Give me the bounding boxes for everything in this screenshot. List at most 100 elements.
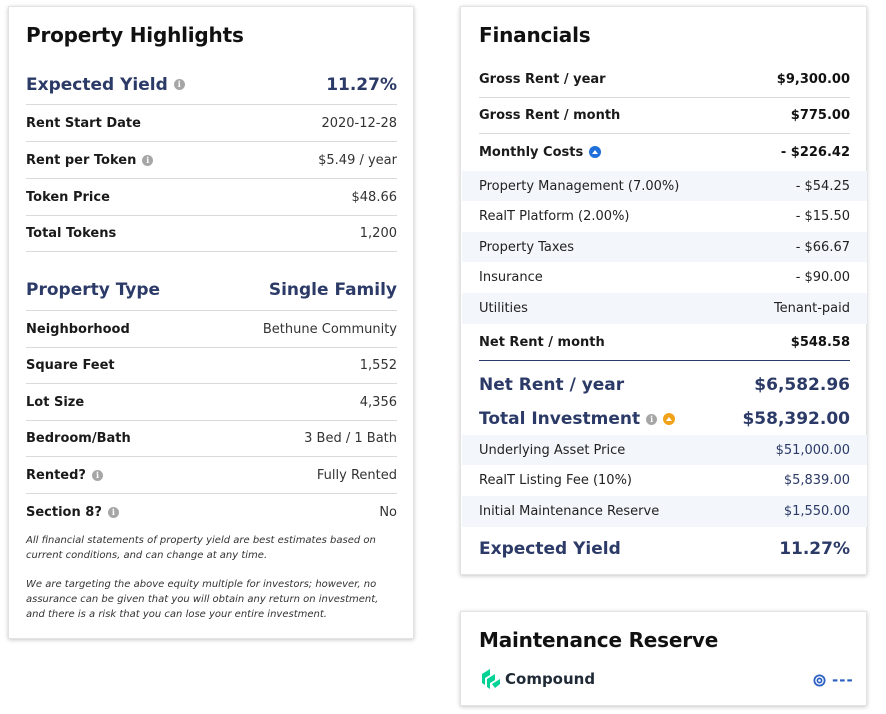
property-type-label: Property Type xyxy=(26,280,161,300)
row-label: Lot Size xyxy=(26,394,85,410)
total-tokens-row: Total Tokens 1,200 xyxy=(26,216,397,252)
rent-start-date-row: Rent Start Date 2020-12-28 xyxy=(26,106,397,142)
lot-size-row: Lot Size 4,356 xyxy=(26,384,397,421)
row-label: Rented? xyxy=(26,467,86,483)
bedroom-bath-row: Bedroom/Bath 3 Bed / 1 Bath xyxy=(26,421,397,457)
net-rent-year-row: Net Rent / year $6,582.96 xyxy=(479,369,850,401)
collapse-toggle-icon[interactable] xyxy=(589,146,602,158)
property-type-value: Single Family xyxy=(268,280,397,300)
cost-item-row: RealT Platform (2.00%) - $15.50 xyxy=(462,201,867,232)
reserve-balance: --- xyxy=(813,671,854,689)
row-value: $5.49 / year xyxy=(318,153,397,168)
cost-item-row: Property Taxes - $66.67 xyxy=(462,232,867,262)
row-label: Gross Rent / year xyxy=(479,72,606,87)
token-price-row: Token Price $48.66 xyxy=(26,179,397,216)
financials-title: Financials xyxy=(479,23,591,47)
collapse-toggle-icon[interactable] xyxy=(663,413,676,425)
cost-item-row: Property Management (7.00%) - $54.25 xyxy=(462,171,867,201)
row-value: - $54.25 xyxy=(795,178,850,194)
row-label: RealT Platform (2.00%) xyxy=(479,209,630,224)
row-label: Expected Yield xyxy=(479,539,621,559)
property-type-row: Property Type Single Family xyxy=(26,270,397,311)
row-value: $548.58 xyxy=(790,335,850,350)
row-value: - $90.00 xyxy=(795,270,850,285)
row-label: Monthly Costs xyxy=(479,144,584,160)
row-value: 4,356 xyxy=(359,394,397,410)
financials-card: Financials Gross Rent / year $9,300.00 G… xyxy=(460,6,867,575)
row-value: $775.00 xyxy=(790,108,850,123)
investment-item-row: RealT Listing Fee (10%) $5,839.00 xyxy=(462,465,867,496)
reserve-balance-value: --- xyxy=(832,671,854,689)
row-label: Neighborhood xyxy=(26,321,130,337)
row-label: Underlying Asset Price xyxy=(479,442,626,458)
net-rent-month-row: Net Rent / month $548.58 xyxy=(479,325,850,360)
row-label: Total Tokens xyxy=(26,226,117,241)
row-label: Token Price xyxy=(26,189,110,205)
row-label: Section 8? xyxy=(26,504,102,520)
row-value: $5,839.00 xyxy=(783,473,850,488)
cost-item-row: Insurance - $90.00 xyxy=(462,262,867,293)
row-value: - $226.42 xyxy=(780,144,850,160)
neighborhood-row: Neighborhood Bethune Community xyxy=(26,311,397,348)
row-value: Fully Rented xyxy=(316,467,397,483)
row-value: Tenant-paid xyxy=(773,301,850,316)
row-value: 11.27% xyxy=(779,539,850,559)
total-investment-row[interactable]: Total Investment i $58,392.00 xyxy=(479,403,850,435)
rented-row: Rented? i Fully Rented xyxy=(26,457,397,494)
compound-logo-icon xyxy=(482,669,500,689)
row-label: Property Management (7.00%) xyxy=(479,178,680,194)
investment-item-row: Underlying Asset Price $51,000.00 xyxy=(462,435,867,465)
row-value: 3 Bed / 1 Bath xyxy=(304,431,397,446)
row-value: 1,552 xyxy=(359,358,397,373)
row-label: Rent per Token xyxy=(26,153,137,168)
row-value: $48.66 xyxy=(351,189,398,205)
compound-name: Compound xyxy=(505,670,596,688)
info-icon[interactable]: i xyxy=(107,506,119,518)
row-value: $6,582.96 xyxy=(754,375,850,395)
info-icon[interactable]: i xyxy=(142,155,154,166)
row-value: $51,000.00 xyxy=(775,442,850,458)
row-label: Bedroom/Bath xyxy=(26,431,131,446)
info-icon[interactable]: i xyxy=(646,413,658,425)
row-label: Net Rent / year xyxy=(479,375,625,395)
row-value: - $15.50 xyxy=(795,209,850,224)
rent-per-token-row: Rent per Token i $5.49 / year xyxy=(26,143,397,179)
expected-yield-label: Expected Yield xyxy=(26,74,168,95)
row-label: RealT Listing Fee (10%) xyxy=(479,473,632,488)
row-value: $58,392.00 xyxy=(742,409,850,429)
row-label: Net Rent / month xyxy=(479,335,605,350)
row-value: $9,300.00 xyxy=(776,72,850,87)
maintenance-reserve-card: Maintenance Reserve Compound --- xyxy=(460,611,867,706)
row-value: No xyxy=(379,504,397,520)
row-value: $1,550.00 xyxy=(783,504,850,519)
section-8-row: Section 8? i No xyxy=(26,494,397,530)
financials-expected-yield-row: Expected Yield 11.27% xyxy=(479,533,850,565)
row-value: Bethune Community xyxy=(262,321,397,337)
net-rent-divider xyxy=(479,360,850,361)
row-label: Total Investment xyxy=(479,409,641,429)
property-highlights-title: Property Highlights xyxy=(26,23,244,47)
property-highlights-card: Property Highlights Expected Yield i 11.… xyxy=(8,6,414,639)
row-label: Gross Rent / month xyxy=(479,108,621,123)
compound-logo[interactable]: Compound xyxy=(481,668,595,690)
row-label: Initial Maintenance Reserve xyxy=(479,504,660,519)
coin-icon xyxy=(813,674,826,686)
square-feet-row: Square Feet 1,552 xyxy=(26,348,397,384)
row-value: - $66.67 xyxy=(795,239,850,255)
row-label: Rent Start Date xyxy=(26,116,141,131)
row-label: Utilities xyxy=(479,301,528,316)
expected-yield-row: Expected Yield i 11.27% xyxy=(26,65,397,105)
expected-yield-value: 11.27% xyxy=(326,74,397,95)
info-icon[interactable]: i xyxy=(173,79,185,90)
row-label: Square Feet xyxy=(26,358,115,373)
row-label: Property Taxes xyxy=(479,239,574,255)
gross-rent-month-row: Gross Rent / month $775.00 xyxy=(479,98,850,134)
maintenance-reserve-title: Maintenance Reserve xyxy=(479,628,719,652)
disclaimer-risk: We are targeting the above equity multip… xyxy=(26,579,379,620)
cost-item-row: Utilities Tenant-paid xyxy=(462,293,867,324)
monthly-costs-row[interactable]: Monthly Costs - $226.42 xyxy=(479,134,850,170)
row-label: Insurance xyxy=(479,270,543,285)
info-icon[interactable]: i xyxy=(91,469,103,481)
disclaimer-estimates: All financial statements of property yie… xyxy=(26,535,376,561)
row-value: 1,200 xyxy=(359,226,397,241)
